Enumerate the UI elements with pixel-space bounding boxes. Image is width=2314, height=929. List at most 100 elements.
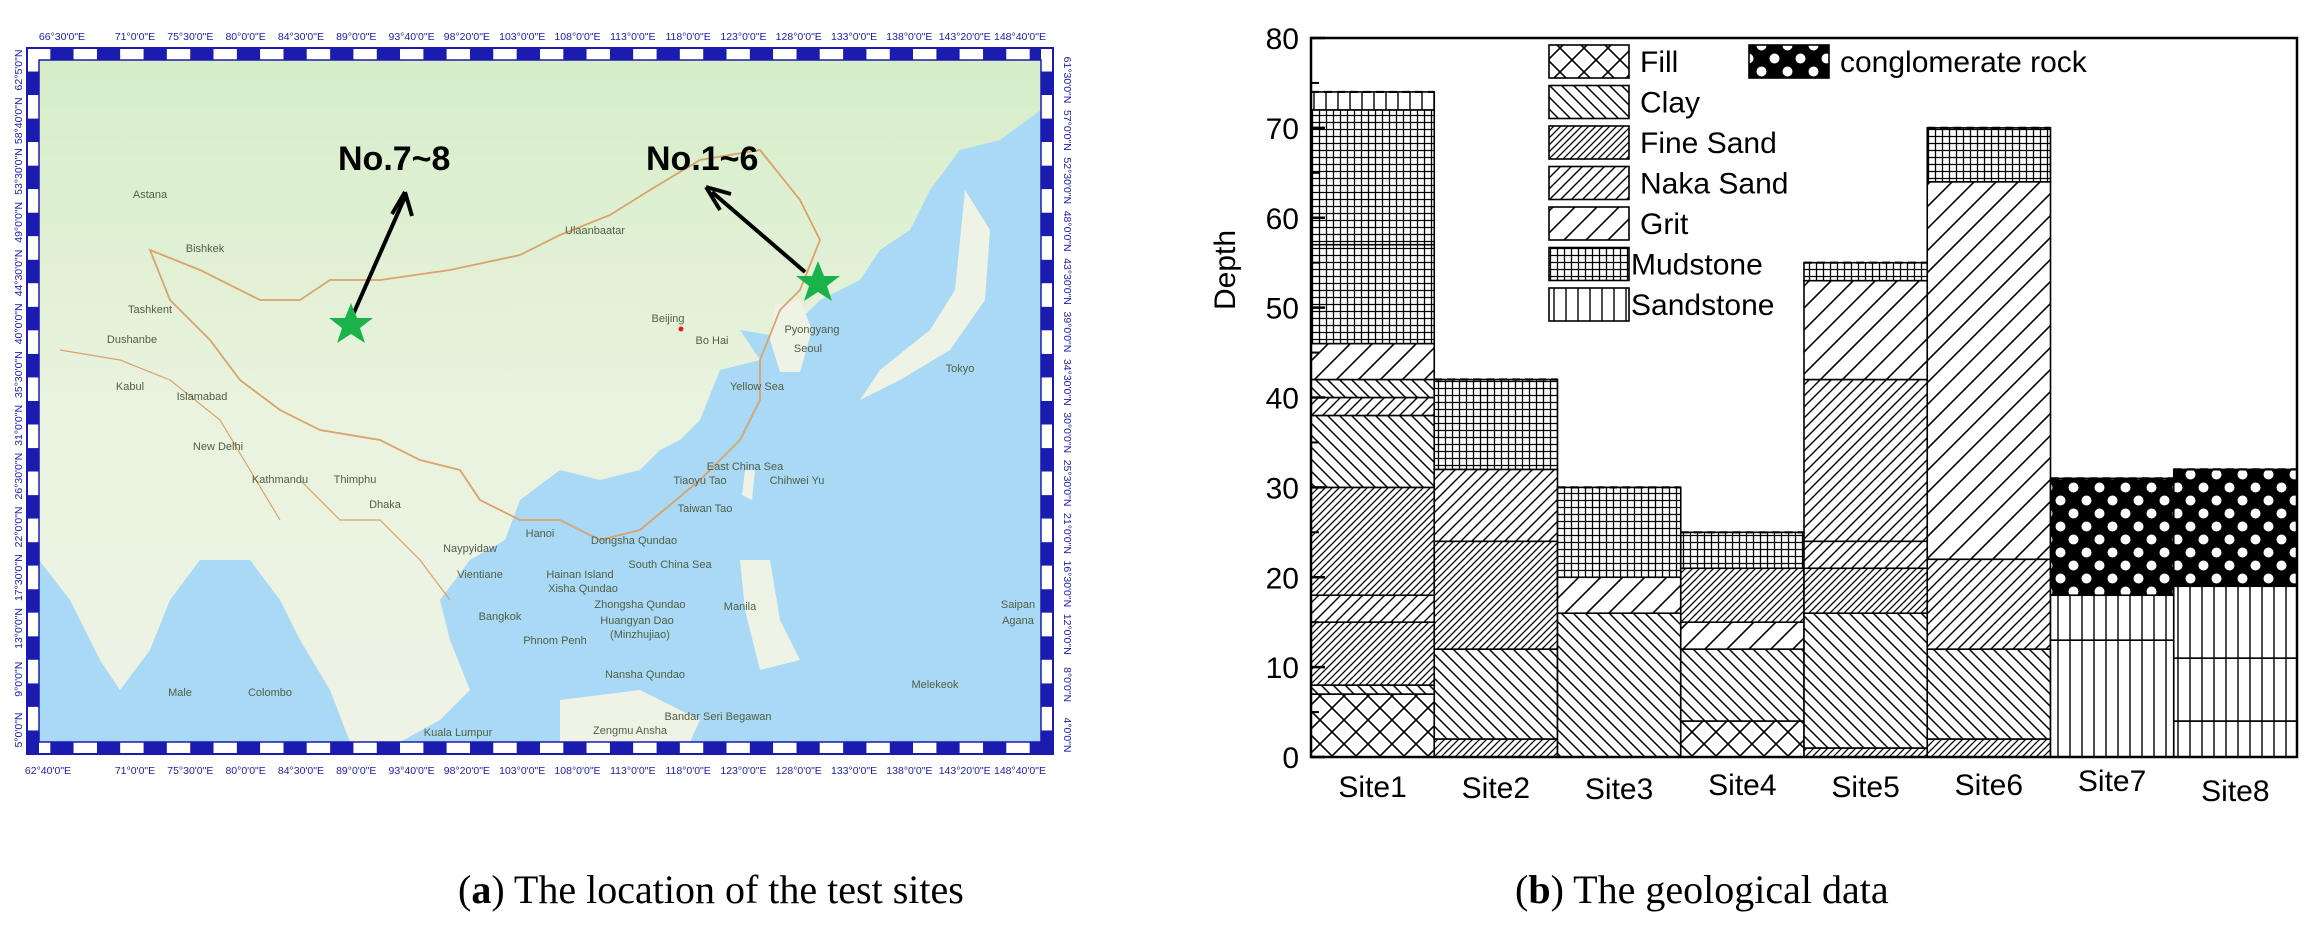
layer-bar-site6: [1926, 738, 2052, 758]
map-place-label: Tiaoyu Tao: [673, 475, 726, 487]
map-band-bottom-seg: [166, 742, 191, 754]
map-tick-bottom: 143°20'0"E: [939, 765, 991, 777]
map-place-label: Vientiane: [457, 569, 503, 581]
map-band-left-seg: [27, 377, 39, 401]
map-band-top-seg: [866, 48, 890, 60]
map-tick-bottom: 148°40'0"E: [994, 765, 1046, 777]
map-tick-bottom: 113°0'0"E: [610, 765, 655, 777]
map-place-label: Chihwei Yu: [770, 475, 825, 487]
map-tick-bottom: 128°0'0"E: [776, 765, 822, 777]
map-band-top-seg: [400, 48, 424, 60]
chart-legend: Fill Clay Fine Sand Naka Sand Grit Mudstone Sa…: [1548, 44, 2088, 322]
map-place-label: Kuala Lumpur: [424, 727, 493, 739]
legend-label: Naka Sand: [1640, 168, 1788, 201]
legend-label: Mudstone: [1631, 249, 1763, 282]
map-band-top-seg: [703, 48, 727, 60]
x-tick-label-site1: Site1: [1338, 771, 1406, 804]
map-place-label: Manila: [724, 601, 757, 613]
map-band-bottom-seg: [749, 742, 774, 754]
layer-bar-site6: [1926, 648, 2052, 740]
map-band-bottom-seg: [260, 742, 284, 754]
map-tick-left: 53°30'0"N: [13, 148, 25, 195]
map-tick-right: 16°30'0"N: [1061, 560, 1073, 607]
map-place-label: Pyongyang: [784, 324, 839, 336]
layer-bar-site5: [1803, 279, 1929, 381]
map-band-left-seg: [27, 236, 39, 260]
map-band-top-seg: [493, 48, 517, 60]
map-place-label: Zhongsha Qundao: [594, 599, 685, 611]
map-tick-left: 62°5'0"N: [13, 50, 25, 91]
layer-bar-site4: [1679, 531, 1805, 570]
map-tick-bottom: 80°0'0"E: [225, 765, 265, 777]
map-band-bottom-seg: [120, 742, 144, 754]
map-tick-top: 84°30'0"E: [278, 31, 324, 43]
arrowhead-sites-7-8: [390, 190, 414, 217]
caption-a-letter: a: [471, 867, 492, 912]
map-band-bottom-seg: [703, 742, 727, 754]
layer-bar-site5: [1803, 540, 1929, 570]
layer-bar-site3: [1556, 612, 1682, 758]
map-band-top-seg: [656, 48, 680, 60]
x-tick-label-site6: Site6: [1955, 769, 2023, 802]
map-band-top-seg: [166, 48, 191, 60]
map-tick-bottom: 75°30'0"E: [167, 765, 213, 777]
map-tick-bottom: 118°0'0"E: [665, 765, 710, 777]
map-band-left-seg: [27, 95, 39, 119]
layer-bar-site6: [1926, 127, 2052, 183]
map-band-top-seg: [306, 48, 331, 60]
y-tick-label: 0: [1282, 742, 1299, 775]
map-band-bottom-seg: [563, 742, 587, 754]
map-coordinate-ticks: 66°30'0"E 71°0'0"E 75°30'0"E 80°0'0"E 84°30'…: [13, 31, 1073, 777]
layer-bar-site1: [1310, 91, 1436, 111]
y-tick-label: 60: [1266, 203, 1299, 236]
map-band-top-seg: [889, 48, 914, 60]
map-band-bottom-seg: [983, 742, 1007, 754]
map-band-right-seg: [1041, 424, 1053, 449]
map-band-right-seg: [1041, 589, 1053, 613]
map-tick-left: 17°30'0"N: [13, 554, 25, 601]
map-band-right-seg: [1041, 236, 1053, 260]
map-place-label: Yellow Sea: [730, 381, 785, 393]
layer-bar-site5: [1803, 378, 1929, 543]
map-band-bottom-seg: [213, 742, 237, 754]
map-band-right-seg: [1041, 448, 1053, 472]
map-place-label: New Delhi: [193, 441, 243, 453]
map-band-bottom-seg: [96, 742, 121, 754]
legend-label: Grit: [1640, 208, 1689, 241]
legend-swatch: [1548, 44, 1630, 79]
map-place-label: Seoul: [794, 343, 822, 355]
map-place-label: Colombo: [248, 687, 292, 699]
layer-bar-site4: [1679, 567, 1805, 623]
map-band-bottom-seg: [936, 742, 960, 754]
map-place-label: Xisha Qundao: [548, 583, 618, 595]
chart-axes: 0 10 20 30 40 50 60 70 80 Site1 Site2 Site3 Site4 Sit…: [1266, 23, 2299, 808]
legend-label: Fill: [1640, 46, 1678, 79]
star-icon-sites-7-8: [329, 303, 373, 343]
map-band-top-seg: [563, 48, 587, 60]
layer-bar-site7: [2049, 477, 2175, 597]
layer-bar-site5: [1803, 747, 1929, 758]
map-band-top-seg: [726, 48, 750, 60]
site-label-7-8: No.7~8: [338, 140, 450, 178]
y-tick-label: 30: [1266, 472, 1299, 505]
map-band-top-seg: [470, 48, 494, 60]
map-band-top-seg: [586, 48, 610, 60]
map-place-label: Kathmandu: [252, 474, 308, 486]
map-band-bottom-seg: [843, 742, 867, 754]
map-tick-top: 66°30'0"E: [39, 31, 85, 43]
map-band-left-seg: [27, 189, 39, 213]
map-band-left-seg: [27, 330, 39, 354]
map-band-left-seg: [27, 612, 39, 637]
map-band-bottom-seg: [773, 742, 797, 754]
map-band-right-seg: [1041, 495, 1053, 519]
map-place-label: Phnom Penh: [523, 635, 587, 647]
map-band-top-seg: [819, 48, 844, 60]
map-band-top-seg: [213, 48, 237, 60]
map-band-right-seg: [1041, 259, 1053, 284]
legend-swatch: [1748, 44, 1830, 79]
map-band-right-seg: [1041, 612, 1053, 637]
map-tick-right: 25°30'0"N: [1061, 460, 1073, 507]
map-place-label: Naypyidaw: [443, 543, 497, 555]
map-band-right-seg: [1041, 542, 1053, 566]
legend-swatch: [1548, 125, 1630, 160]
